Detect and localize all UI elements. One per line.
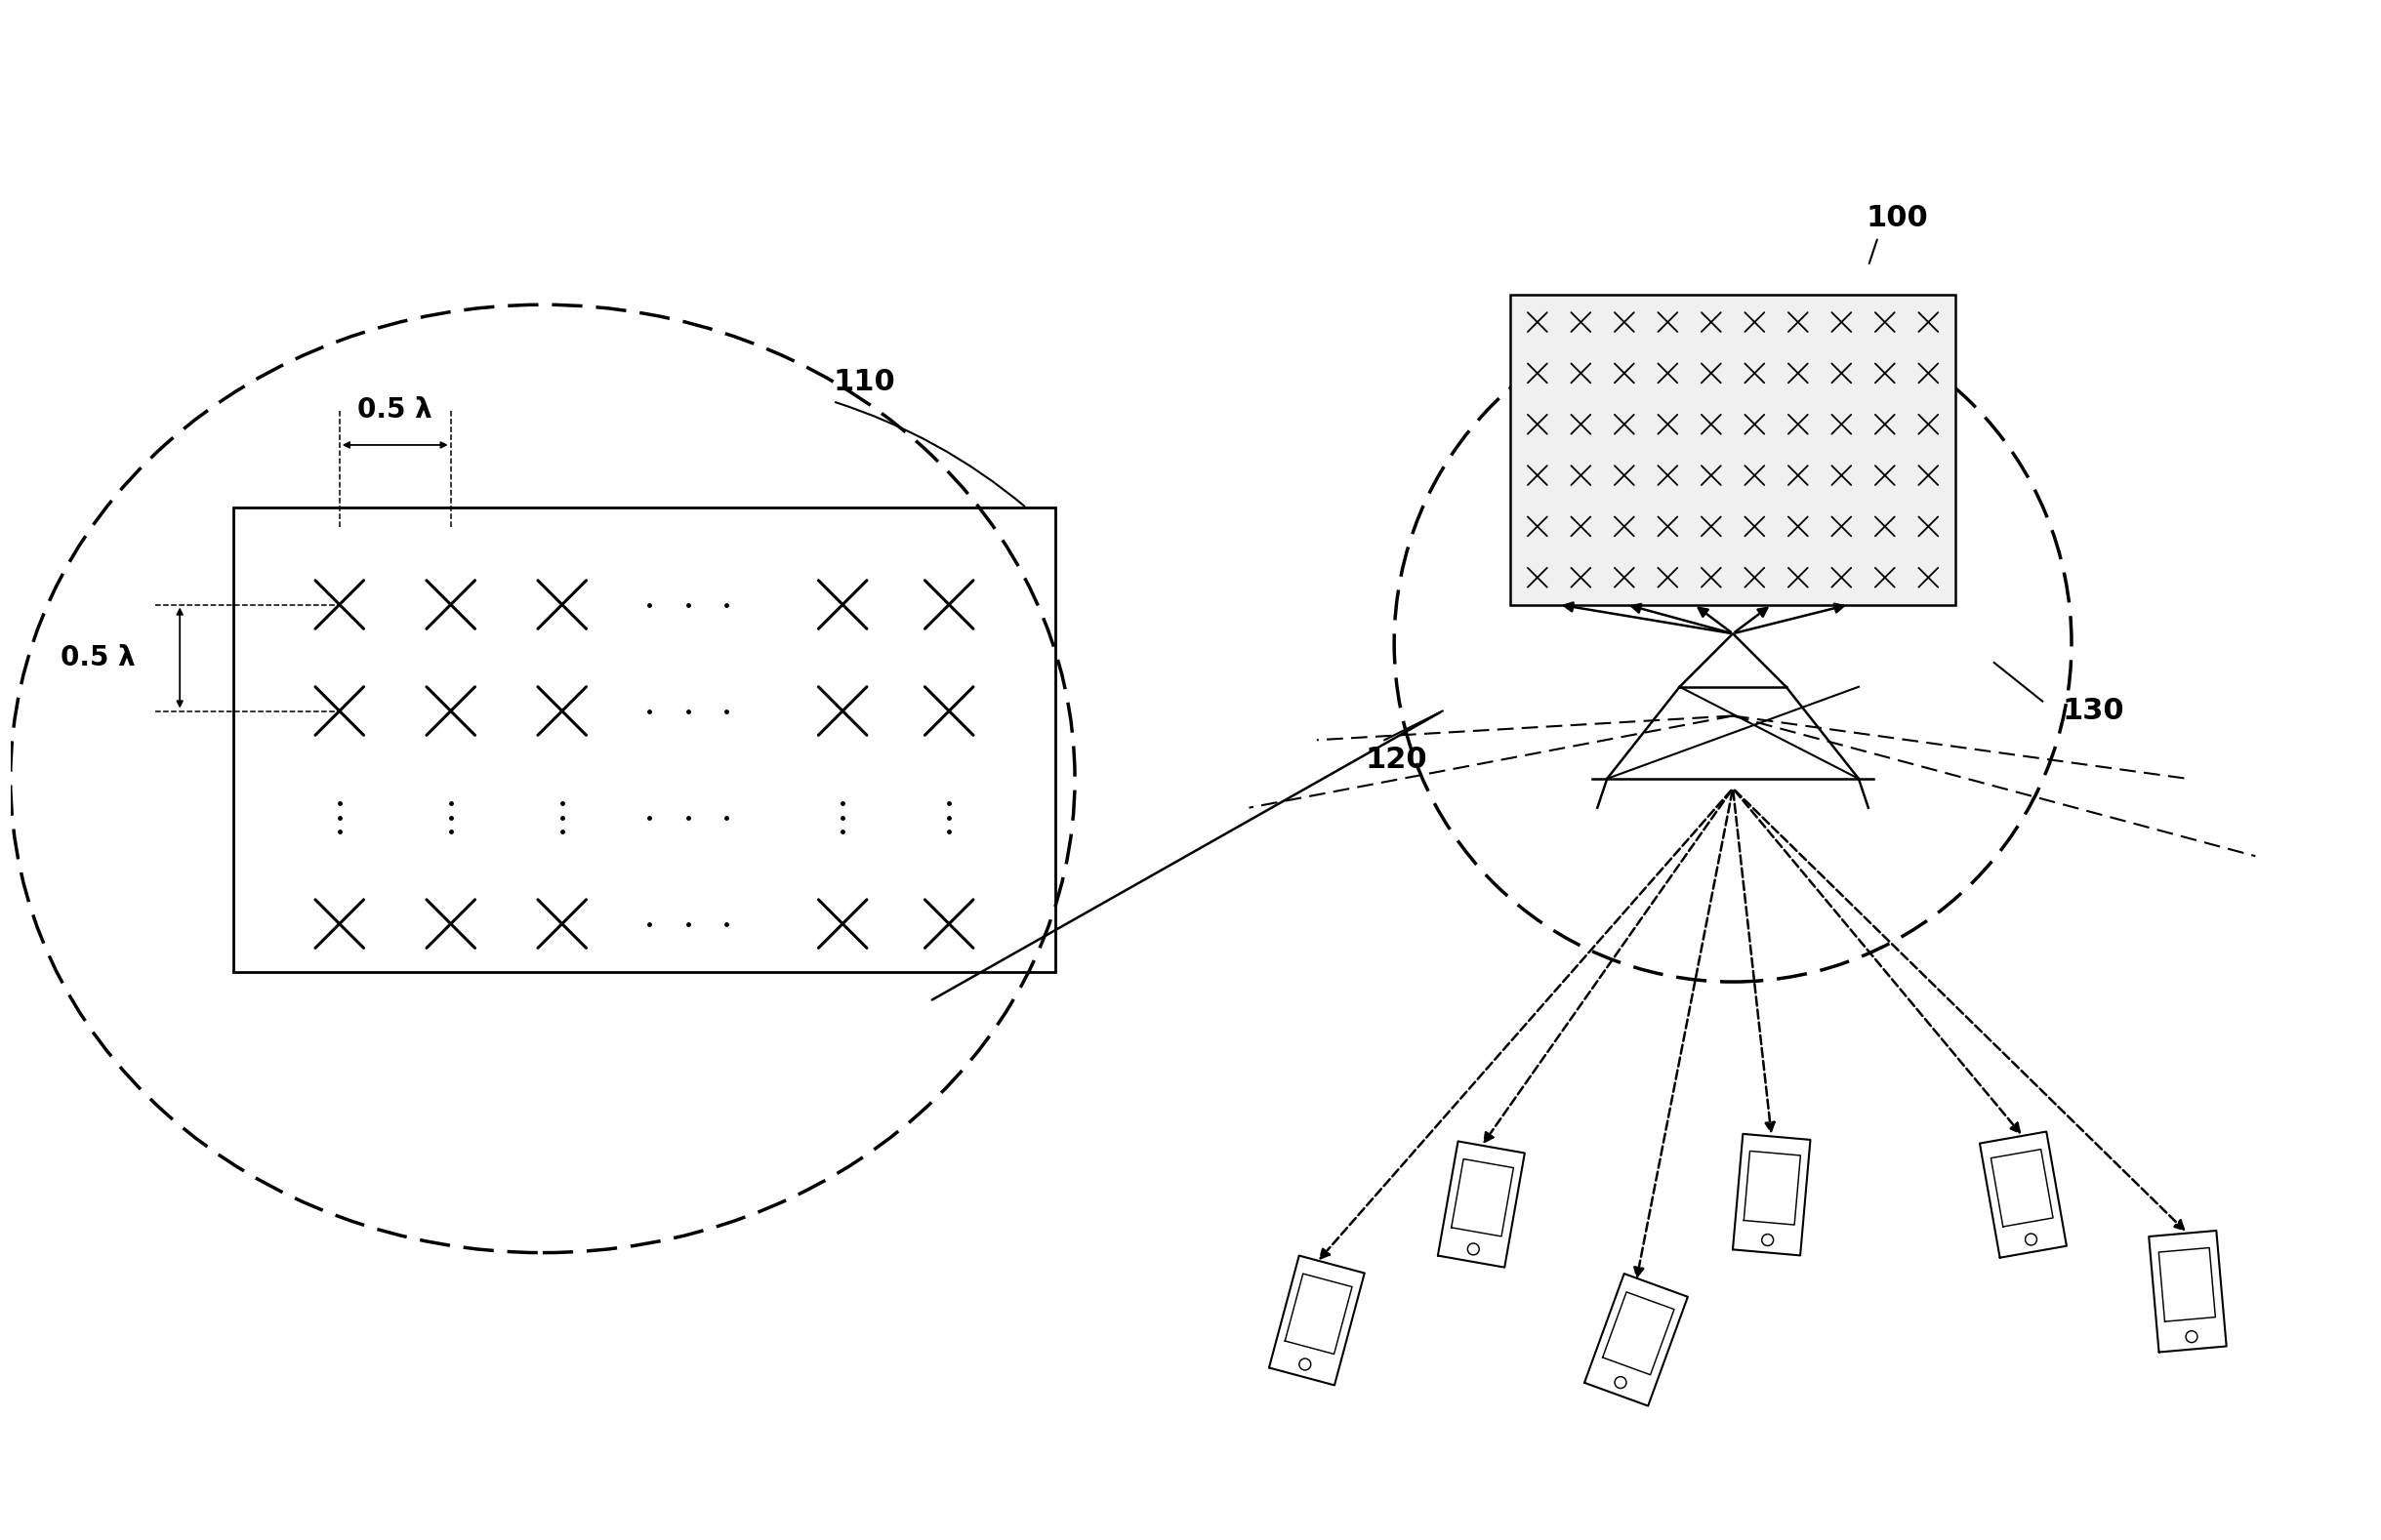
Text: 120: 120 [1364, 745, 1426, 773]
Text: 100: 100 [1867, 203, 1929, 233]
Text: 110: 110 [833, 368, 895, 396]
Text: 0.5 λ: 0.5 λ [357, 396, 433, 424]
Text: 130: 130 [2062, 696, 2124, 725]
Bar [1510, 296, 1955, 605]
Bar [233, 508, 1055, 972]
Text: 0.5 λ: 0.5 λ [60, 644, 136, 671]
